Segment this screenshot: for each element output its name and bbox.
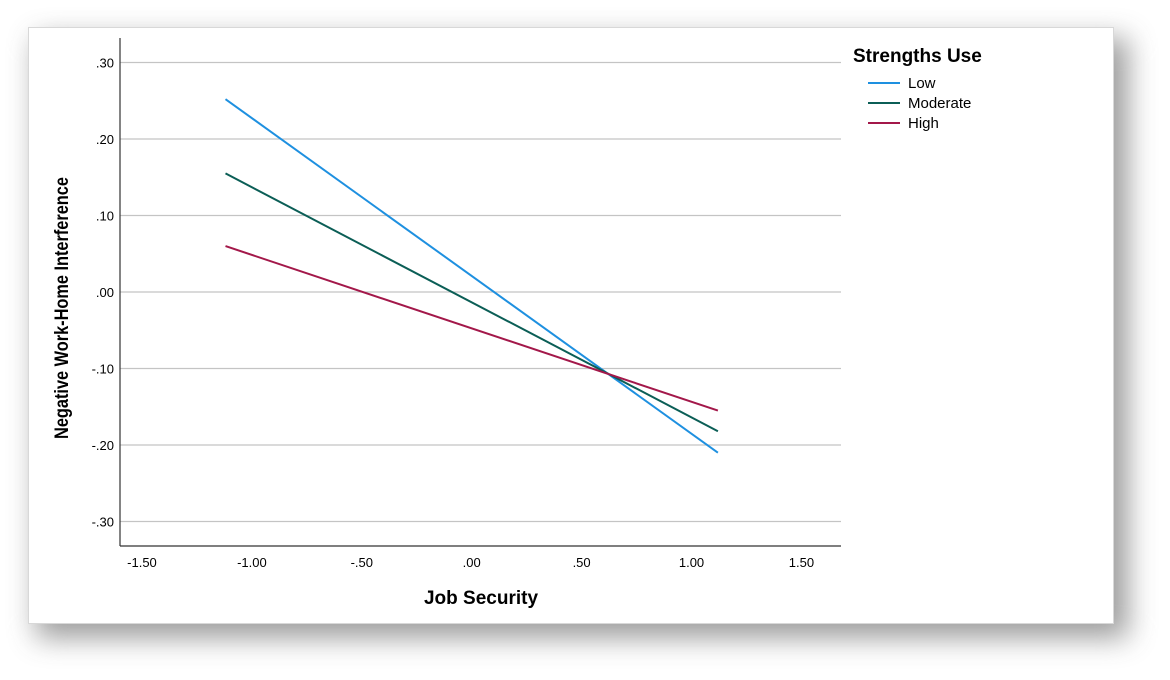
x-tick-label: -1.50 <box>127 555 157 570</box>
x-axis-title: Job Security <box>424 588 538 609</box>
y-tick-label: -.20 <box>92 438 114 453</box>
legend-label: Low <box>908 75 936 92</box>
series-line-high <box>225 245 719 412</box>
x-tick-label: -.50 <box>351 555 373 570</box>
y-tick-label: -.30 <box>92 515 114 530</box>
legend-label: High <box>908 115 939 132</box>
series-line-moderate <box>225 172 719 433</box>
y-tick-label: .20 <box>96 132 114 147</box>
x-tick-label: 1.50 <box>789 555 814 570</box>
legend: Strengths Use Low Moderate High <box>853 46 982 132</box>
gridlines <box>120 61 841 523</box>
x-tick-labels: -1.50 -1.00 -.50 .00 .50 1.00 1.50 <box>127 555 814 570</box>
y-tick-label: .30 <box>96 55 114 70</box>
y-axis-title: Negative Work-Home Interference <box>51 177 72 439</box>
y-tick-label: -.10 <box>92 362 114 377</box>
y-tick-label: .10 <box>96 208 114 223</box>
legend-title: Strengths Use <box>853 46 982 67</box>
series-line-low <box>224 98 719 454</box>
chart-panel <box>28 27 1114 624</box>
x-tick-label: .50 <box>573 555 591 570</box>
x-tick-label: 1.00 <box>679 555 704 570</box>
axes <box>119 38 841 547</box>
y-tick-label: .00 <box>96 285 114 300</box>
y-tick-labels: .30 .20 .10 .00 -.10 -.20 -.30 <box>92 55 114 529</box>
series-lines <box>224 98 719 454</box>
legend-label: Moderate <box>908 95 971 112</box>
x-tick-label: -1.00 <box>237 555 267 570</box>
legend-items: Low Moderate High <box>868 75 971 132</box>
x-tick-label: .00 <box>463 555 481 570</box>
